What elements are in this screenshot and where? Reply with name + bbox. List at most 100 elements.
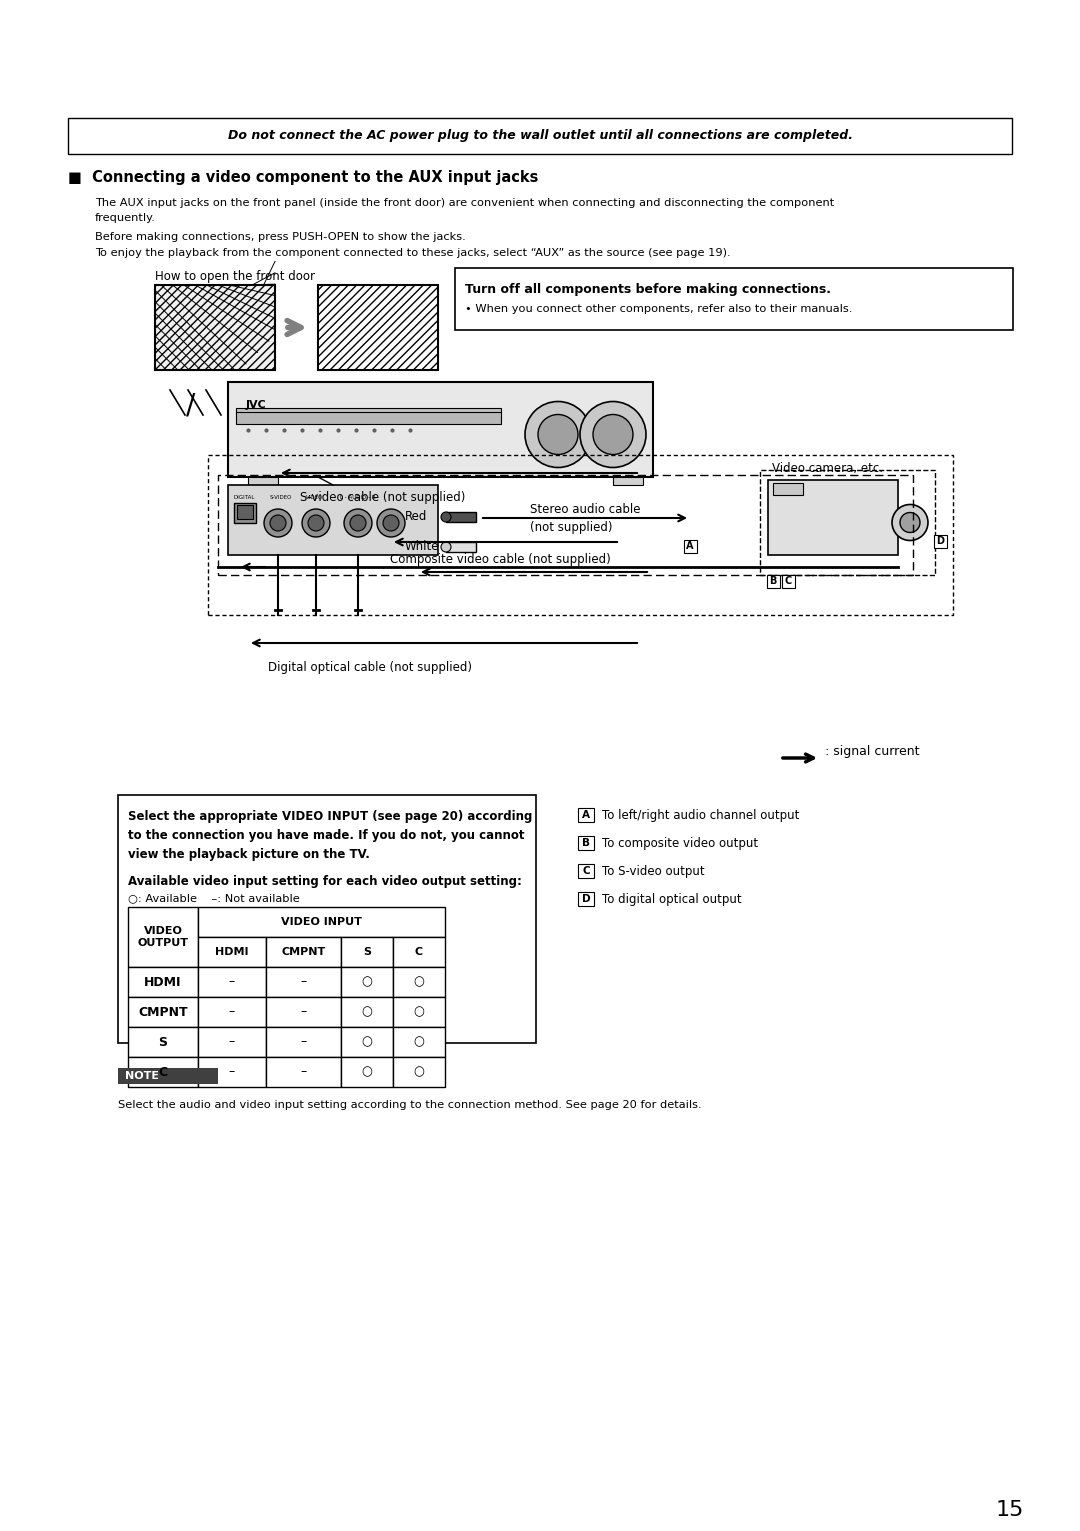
Text: Stereo audio cable
(not supplied): Stereo audio cable (not supplied) bbox=[530, 504, 640, 534]
Bar bbox=[767, 576, 780, 588]
Text: –: – bbox=[300, 975, 307, 989]
Text: White: White bbox=[405, 540, 440, 553]
Circle shape bbox=[580, 401, 646, 467]
Circle shape bbox=[350, 514, 366, 531]
Text: Digital optical cable (not supplied): Digital optical cable (not supplied) bbox=[268, 661, 472, 674]
Circle shape bbox=[345, 508, 372, 537]
Bar bbox=[266, 997, 341, 1027]
Bar bbox=[208, 455, 953, 615]
Text: ■  Connecting a video component to the AUX input jacks: ■ Connecting a video component to the AU… bbox=[68, 170, 538, 185]
Bar bbox=[393, 937, 445, 968]
Bar bbox=[393, 997, 445, 1027]
Text: –: – bbox=[229, 975, 235, 989]
Bar bbox=[118, 1069, 218, 1084]
Text: DIGITAL: DIGITAL bbox=[233, 495, 255, 501]
Text: S-video cable (not supplied): S-video cable (not supplied) bbox=[300, 491, 465, 504]
Text: S-VIDEO: S-VIDEO bbox=[270, 495, 293, 501]
Text: L - AUDIO - R: L - AUDIO - R bbox=[340, 495, 376, 501]
Bar bbox=[446, 542, 476, 553]
Bar bbox=[218, 475, 913, 576]
Bar bbox=[341, 968, 393, 997]
Bar bbox=[341, 1027, 393, 1056]
Circle shape bbox=[264, 508, 292, 537]
Text: Composite video cable (not supplied): Composite video cable (not supplied) bbox=[390, 553, 611, 566]
Bar bbox=[768, 481, 897, 556]
Bar bbox=[68, 118, 1012, 155]
Text: HDMI: HDMI bbox=[215, 948, 248, 957]
Text: How to open the front door: How to open the front door bbox=[156, 269, 315, 283]
Text: A: A bbox=[582, 810, 590, 821]
Circle shape bbox=[377, 508, 405, 537]
Text: Select the audio and video input setting according to the connection method. See: Select the audio and video input setting… bbox=[118, 1099, 702, 1110]
Text: VIDEO
OUTPUT: VIDEO OUTPUT bbox=[137, 926, 189, 948]
Bar bbox=[393, 1027, 445, 1056]
Text: HDMI: HDMI bbox=[145, 975, 181, 989]
Bar bbox=[156, 285, 275, 371]
Bar bbox=[782, 576, 795, 588]
Bar bbox=[237, 407, 501, 413]
Text: ○: ○ bbox=[414, 1066, 424, 1078]
Bar bbox=[129, 968, 198, 997]
Circle shape bbox=[441, 542, 451, 553]
Text: To composite video output: To composite video output bbox=[602, 836, 758, 850]
Bar bbox=[341, 997, 393, 1027]
Circle shape bbox=[892, 505, 928, 540]
Text: C: C bbox=[784, 576, 792, 586]
Text: Turn off all components before making connections.: Turn off all components before making co… bbox=[465, 283, 831, 295]
Text: B: B bbox=[769, 576, 777, 586]
Bar bbox=[234, 504, 256, 524]
Text: ○: Available    –: Not available: ○: Available –: Not available bbox=[129, 893, 300, 903]
Text: ○: ○ bbox=[414, 1006, 424, 1018]
Text: Select the appropriate VIDEO INPUT (see page 20) according
to the connection you: Select the appropriate VIDEO INPUT (see … bbox=[129, 810, 532, 860]
Text: –: – bbox=[229, 1066, 235, 1078]
Bar bbox=[198, 1027, 266, 1056]
Bar bbox=[198, 997, 266, 1027]
Bar bbox=[156, 285, 275, 371]
Bar bbox=[613, 478, 643, 485]
Text: S: S bbox=[363, 948, 372, 957]
Text: –: – bbox=[300, 1006, 307, 1018]
Text: : signal current: : signal current bbox=[825, 746, 919, 758]
Text: ○: ○ bbox=[362, 975, 373, 989]
Text: JVC: JVC bbox=[246, 400, 267, 410]
Bar bbox=[237, 412, 501, 424]
Bar bbox=[228, 383, 653, 478]
Text: To left/right audio channel output: To left/right audio channel output bbox=[602, 808, 799, 822]
Circle shape bbox=[308, 514, 324, 531]
Text: C: C bbox=[159, 1066, 167, 1078]
Text: S: S bbox=[159, 1035, 167, 1049]
Bar bbox=[266, 968, 341, 997]
Text: • When you connect other components, refer also to their manuals.: • When you connect other components, ref… bbox=[465, 305, 852, 314]
Bar bbox=[341, 937, 393, 968]
Text: NOTE: NOTE bbox=[125, 1072, 159, 1081]
Text: To digital optical output: To digital optical output bbox=[602, 893, 742, 905]
Text: VIDEO: VIDEO bbox=[306, 495, 323, 501]
Text: –: – bbox=[300, 1066, 307, 1078]
Text: Video camera, etc.: Video camera, etc. bbox=[772, 462, 883, 475]
Bar bbox=[198, 937, 266, 968]
Bar bbox=[455, 268, 1013, 331]
Circle shape bbox=[900, 513, 920, 533]
Bar bbox=[248, 478, 278, 485]
Bar bbox=[129, 906, 198, 968]
Circle shape bbox=[538, 415, 578, 455]
Bar bbox=[266, 1027, 341, 1056]
Bar bbox=[118, 795, 536, 1043]
Text: –: – bbox=[229, 1006, 235, 1018]
Text: CMPNT: CMPNT bbox=[282, 948, 326, 957]
Text: D: D bbox=[582, 894, 591, 903]
Text: CMPNT: CMPNT bbox=[138, 1006, 188, 1018]
Circle shape bbox=[270, 514, 286, 531]
Bar bbox=[578, 808, 594, 822]
Text: Before making connections, press PUSH-OPEN to show the jacks.: Before making connections, press PUSH-OP… bbox=[95, 233, 465, 242]
Bar bbox=[198, 968, 266, 997]
Circle shape bbox=[525, 401, 591, 467]
Text: To S-video output: To S-video output bbox=[602, 865, 704, 877]
Bar bbox=[198, 1056, 266, 1087]
Text: C: C bbox=[415, 948, 423, 957]
Text: /: / bbox=[187, 390, 195, 419]
Bar bbox=[341, 1056, 393, 1087]
Bar bbox=[934, 534, 947, 548]
Text: 15: 15 bbox=[996, 1500, 1024, 1520]
Text: Available video input setting for each video output setting:: Available video input setting for each v… bbox=[129, 876, 522, 888]
